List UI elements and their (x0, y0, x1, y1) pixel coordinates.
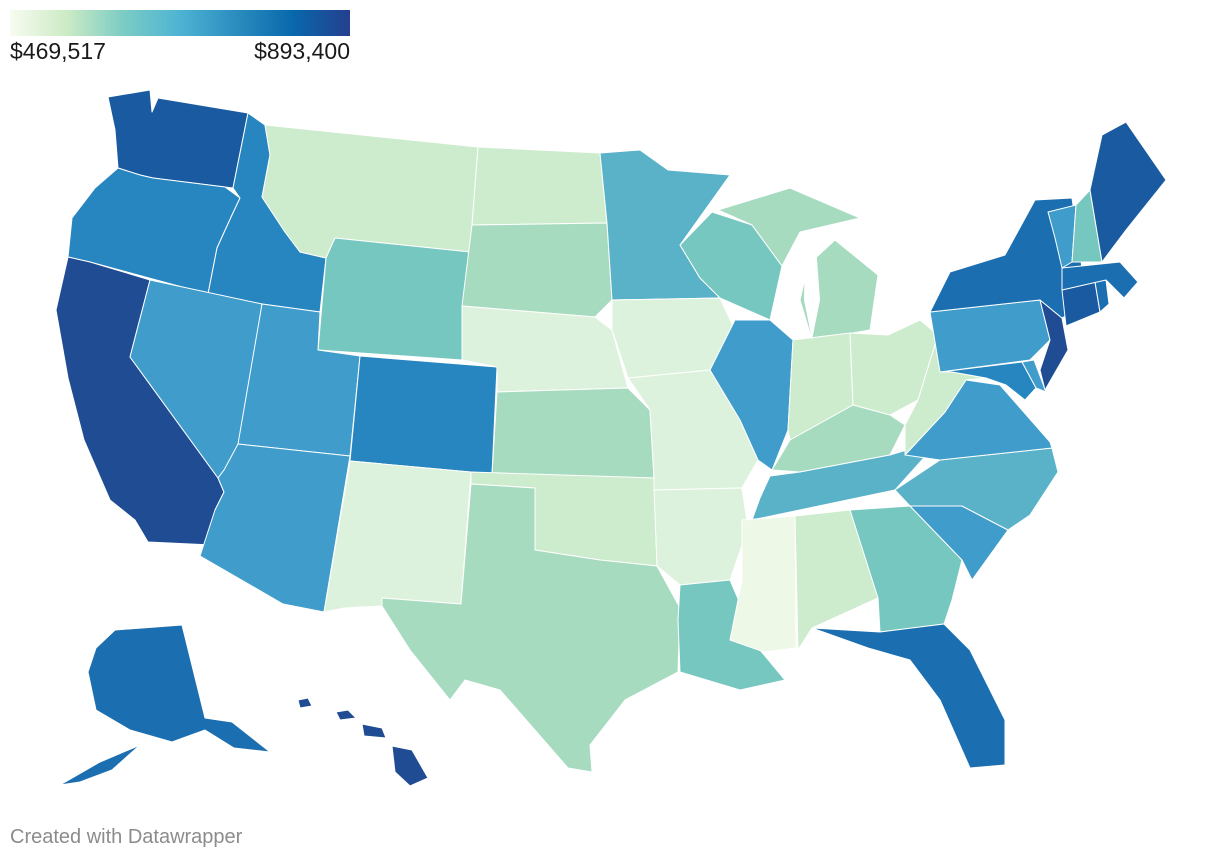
legend-max-label: $893,400 (254, 38, 350, 64)
state-montana[interactable] (261, 124, 479, 259)
state-wyoming[interactable] (317, 237, 471, 361)
state-alaska[interactable] (59, 624, 271, 786)
state-kansas[interactable] (491, 387, 655, 479)
state-florida[interactable] (811, 623, 1006, 769)
state-south-dakota[interactable] (461, 222, 613, 318)
color-legend: $469,517 $893,400 (10, 10, 350, 68)
legend-labels: $469,517 $893,400 (10, 38, 350, 68)
state-michigan[interactable] (717, 187, 879, 341)
state-washington[interactable] (107, 89, 249, 189)
state-vermont[interactable] (1047, 204, 1077, 269)
datawrapper-credit: Created with Datawrapper (10, 826, 243, 848)
state-hawaii[interactable] (297, 697, 429, 787)
legend-gradient-bar (10, 10, 350, 36)
legend-min-label: $469,517 (10, 38, 106, 64)
state-texas[interactable] (381, 483, 681, 773)
state-alabama[interactable] (794, 509, 879, 651)
state-massachusetts[interactable] (1061, 261, 1139, 299)
state-wisconsin[interactable] (679, 211, 783, 321)
state-new-mexico[interactable] (323, 460, 472, 613)
state-maine[interactable] (1089, 121, 1167, 263)
lake-michigan (804, 232, 820, 340)
state-delaware[interactable] (1021, 359, 1047, 393)
state-colorado[interactable] (349, 355, 498, 475)
state-north-dakota[interactable] (471, 146, 608, 226)
state-arkansas[interactable] (653, 487, 749, 586)
